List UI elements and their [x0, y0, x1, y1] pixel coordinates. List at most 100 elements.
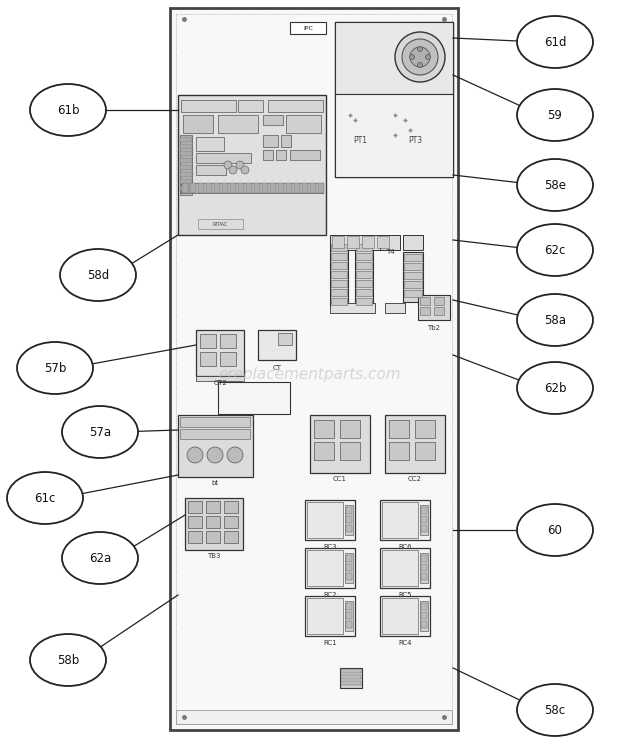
Bar [307, 550, 343, 586]
Circle shape [425, 55, 430, 60]
Bar [331, 262, 347, 269]
Text: RC4: RC4 [398, 640, 412, 646]
Bar [345, 601, 353, 631]
Bar [224, 501, 238, 513]
Bar [188, 516, 202, 528]
Bar [331, 253, 347, 260]
Bar [346, 555, 352, 562]
Bar [180, 158, 192, 163]
Bar [238, 100, 263, 112]
Text: bt: bt [211, 480, 219, 486]
Bar [224, 531, 238, 543]
Bar [220, 334, 236, 348]
Bar [380, 235, 400, 250]
Bar [196, 165, 226, 175]
Bar [230, 183, 236, 193]
Bar [182, 183, 188, 193]
Text: RC1: RC1 [323, 640, 337, 646]
Bar [421, 516, 427, 523]
Bar [330, 303, 375, 313]
Circle shape [187, 447, 203, 463]
Ellipse shape [62, 406, 138, 458]
Ellipse shape [517, 362, 593, 414]
Bar [268, 100, 323, 112]
Bar [180, 135, 192, 195]
Bar [355, 242, 373, 307]
Bar [415, 442, 435, 460]
Bar [434, 297, 444, 305]
Bar [188, 531, 202, 543]
Bar [286, 183, 292, 193]
Ellipse shape [7, 472, 83, 524]
Bar [331, 280, 347, 287]
Ellipse shape [517, 294, 593, 346]
Bar [346, 621, 352, 628]
Bar [294, 183, 300, 193]
Bar [356, 244, 372, 251]
Bar [224, 516, 238, 528]
Bar [198, 183, 204, 193]
Ellipse shape [30, 84, 106, 136]
Text: ereplacementparts.com: ereplacementparts.com [219, 367, 401, 381]
Bar [196, 376, 244, 381]
Text: 61d: 61d [544, 35, 566, 49]
Bar [222, 183, 228, 193]
Bar [346, 603, 352, 610]
Bar [420, 297, 430, 305]
Bar [330, 235, 395, 250]
Bar [421, 603, 427, 610]
Text: RTPAC: RTPAC [213, 221, 228, 227]
Circle shape [410, 47, 430, 67]
Bar [307, 502, 343, 538]
Text: RC6: RC6 [398, 544, 412, 550]
Bar [332, 236, 344, 248]
Text: PT1: PT1 [353, 135, 367, 144]
Bar [200, 334, 216, 348]
Bar [198, 219, 243, 229]
Bar [341, 681, 361, 685]
Bar [270, 183, 276, 193]
Text: IPC: IPC [303, 25, 313, 31]
Text: T4: T4 [386, 249, 394, 255]
Bar [421, 564, 427, 571]
Bar [286, 115, 321, 133]
Bar [196, 137, 224, 151]
Ellipse shape [517, 684, 593, 736]
Bar [318, 183, 324, 193]
Bar [181, 183, 323, 193]
Bar [218, 382, 290, 414]
Bar [176, 710, 452, 724]
Bar [404, 281, 422, 288]
Bar [421, 573, 427, 580]
Bar [346, 612, 352, 619]
Ellipse shape [517, 89, 593, 141]
Bar [421, 555, 427, 562]
Bar [385, 415, 445, 473]
Bar [434, 307, 444, 315]
Text: RC3: RC3 [323, 544, 337, 550]
Bar [389, 442, 409, 460]
Bar [421, 612, 427, 619]
Bar [170, 8, 458, 730]
Bar [310, 183, 316, 193]
Bar [340, 668, 362, 688]
Bar [180, 179, 192, 184]
Bar [356, 262, 372, 269]
Bar [335, 94, 453, 177]
Bar [331, 298, 347, 305]
Text: 58d: 58d [87, 269, 109, 281]
Bar [276, 150, 286, 160]
Bar [180, 137, 192, 142]
Circle shape [395, 32, 445, 82]
Bar [307, 598, 343, 634]
Bar [356, 280, 372, 287]
Bar [238, 183, 244, 193]
Bar [181, 100, 236, 112]
Bar [380, 548, 430, 588]
Bar [347, 236, 359, 248]
Circle shape [224, 161, 232, 169]
Text: 58b: 58b [57, 654, 79, 666]
Text: RC5: RC5 [398, 592, 412, 598]
Bar [310, 415, 370, 473]
Text: 57a: 57a [89, 426, 111, 438]
